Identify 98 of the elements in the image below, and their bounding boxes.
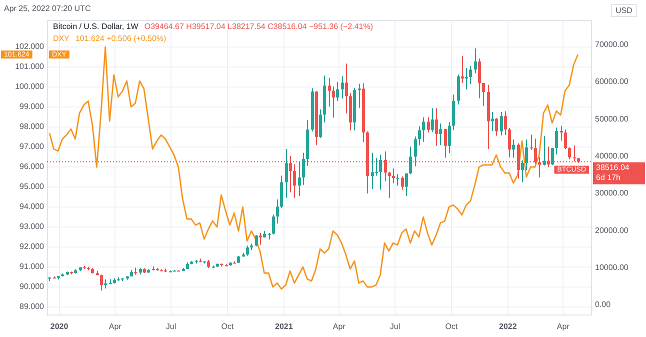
candlestick [336, 81, 339, 102]
candlestick [504, 110, 507, 136]
y-tick-label: 98.000 [20, 122, 45, 132]
candlestick [285, 148, 288, 198]
x-tick-label: Apr [332, 322, 346, 332]
candlestick [448, 122, 451, 154]
candlestick [388, 172, 391, 198]
candlestick [298, 160, 301, 197]
candlestick [444, 128, 447, 158]
candlestick [293, 164, 296, 198]
text: 6d 17h [596, 172, 620, 182]
candlestick [255, 234, 258, 247]
candlestick [555, 127, 558, 155]
candlestick [500, 112, 503, 136]
candlestick [521, 160, 524, 183]
candlestick [508, 127, 511, 158]
candlestick [573, 144, 576, 162]
candlestick [469, 65, 472, 85]
candlestick [560, 125, 563, 142]
candlestick [418, 126, 421, 146]
x-tick-label: Jul [390, 322, 400, 332]
x-tick-label: Apr [108, 322, 122, 332]
chart-title: Bitcoin / U.S. Dollar, 1W [53, 22, 139, 32]
y-tick-label: 95.000 [20, 182, 45, 192]
candlestick [319, 108, 322, 139]
candlestick [495, 117, 498, 136]
candlestick [422, 116, 425, 142]
text: DXY [53, 34, 70, 44]
candlestick [345, 63, 348, 114]
candlestick [564, 128, 567, 150]
candlestick [289, 155, 292, 193]
x-tick-label: 2021 [275, 322, 294, 332]
candlestick [431, 108, 434, 133]
candlestick [332, 86, 335, 118]
candlestick [375, 158, 378, 176]
y2-tick-label: 50000.00 [595, 114, 629, 124]
candlestick [302, 152, 305, 186]
candlestick [272, 214, 275, 235]
x-tick-label: Apr [556, 322, 570, 332]
y-tick-label: 93.000 [20, 222, 45, 232]
y-tick-label: 94.000 [20, 202, 45, 212]
candlestick [259, 232, 262, 246]
y-tick-label: 97.000 [20, 142, 45, 152]
y2-tick-label: 20000.00 [595, 226, 629, 235]
y2-axis-title: USD [616, 6, 633, 16]
y2-tick-label: 60000.00 [595, 77, 629, 86]
y-tick-label: 92.000 [20, 242, 45, 252]
y-tick-label: 101.000 [15, 62, 45, 72]
y-tick-label: 102.000 [15, 42, 45, 52]
candlestick [512, 139, 515, 158]
x-tick-label: 2020 [50, 322, 69, 332]
y2-tick-label: 10000.00 [595, 263, 629, 272]
candlestick [474, 48, 477, 74]
candlestick [341, 76, 344, 100]
candlestick [435, 108, 438, 146]
text: Apr 25, 2022 07:20 UTC [4, 4, 91, 14]
candlestick [439, 123, 442, 146]
annotation: 101.624 +0.506 (+0.50%) [75, 34, 167, 44]
candlestick [379, 154, 382, 190]
candlestick [482, 82, 485, 107]
y-tick-label: 90.000 [20, 282, 45, 292]
candlestick [405, 172, 408, 197]
text: 38516.04 [596, 162, 630, 172]
candlestick [525, 139, 528, 171]
y2-tick-label: 0.00 [595, 300, 612, 310]
candlestick [478, 58, 481, 99]
candlestick [409, 146, 412, 175]
y2-tick-label: 40000.00 [595, 151, 629, 160]
y-tick-label: 89.000 [20, 302, 45, 312]
x-tick-label: Jul [166, 322, 176, 332]
candlestick [104, 278, 107, 289]
candlestick [358, 83, 361, 108]
candlestick [371, 152, 374, 190]
x-tick-label: Oct [445, 322, 458, 332]
y-tick-label: 96.000 [20, 162, 45, 172]
candlestick [414, 136, 417, 167]
candlestick [401, 176, 404, 190]
candlestick [276, 198, 279, 224]
candlestick [396, 174, 399, 186]
y2-tick-label: 30000.00 [595, 188, 629, 198]
annotation: O39464.67 H39517.04 L38217.54 C38516.04 −951.36 (−2.41%) [144, 22, 374, 32]
candlestick [328, 78, 331, 108]
y-tick-label: 99.000 [20, 102, 45, 112]
x-tick-label: Oct [221, 322, 234, 332]
candlestick [465, 68, 468, 90]
candlestick [568, 146, 571, 160]
y2-tick-label: 70000.00 [595, 40, 629, 49]
x-tick-label: 2022 [499, 322, 518, 332]
y-tick-label: 91.000 [20, 262, 45, 272]
candlestick [427, 116, 430, 133]
candlestick [134, 267, 137, 276]
candlestick [491, 112, 494, 132]
candlestick [246, 245, 249, 256]
y-tick-label: 100.000 [15, 82, 45, 92]
candlestick [543, 136, 546, 166]
candlestick [100, 274, 103, 292]
candlestick [551, 147, 554, 166]
candlestick [547, 146, 550, 168]
